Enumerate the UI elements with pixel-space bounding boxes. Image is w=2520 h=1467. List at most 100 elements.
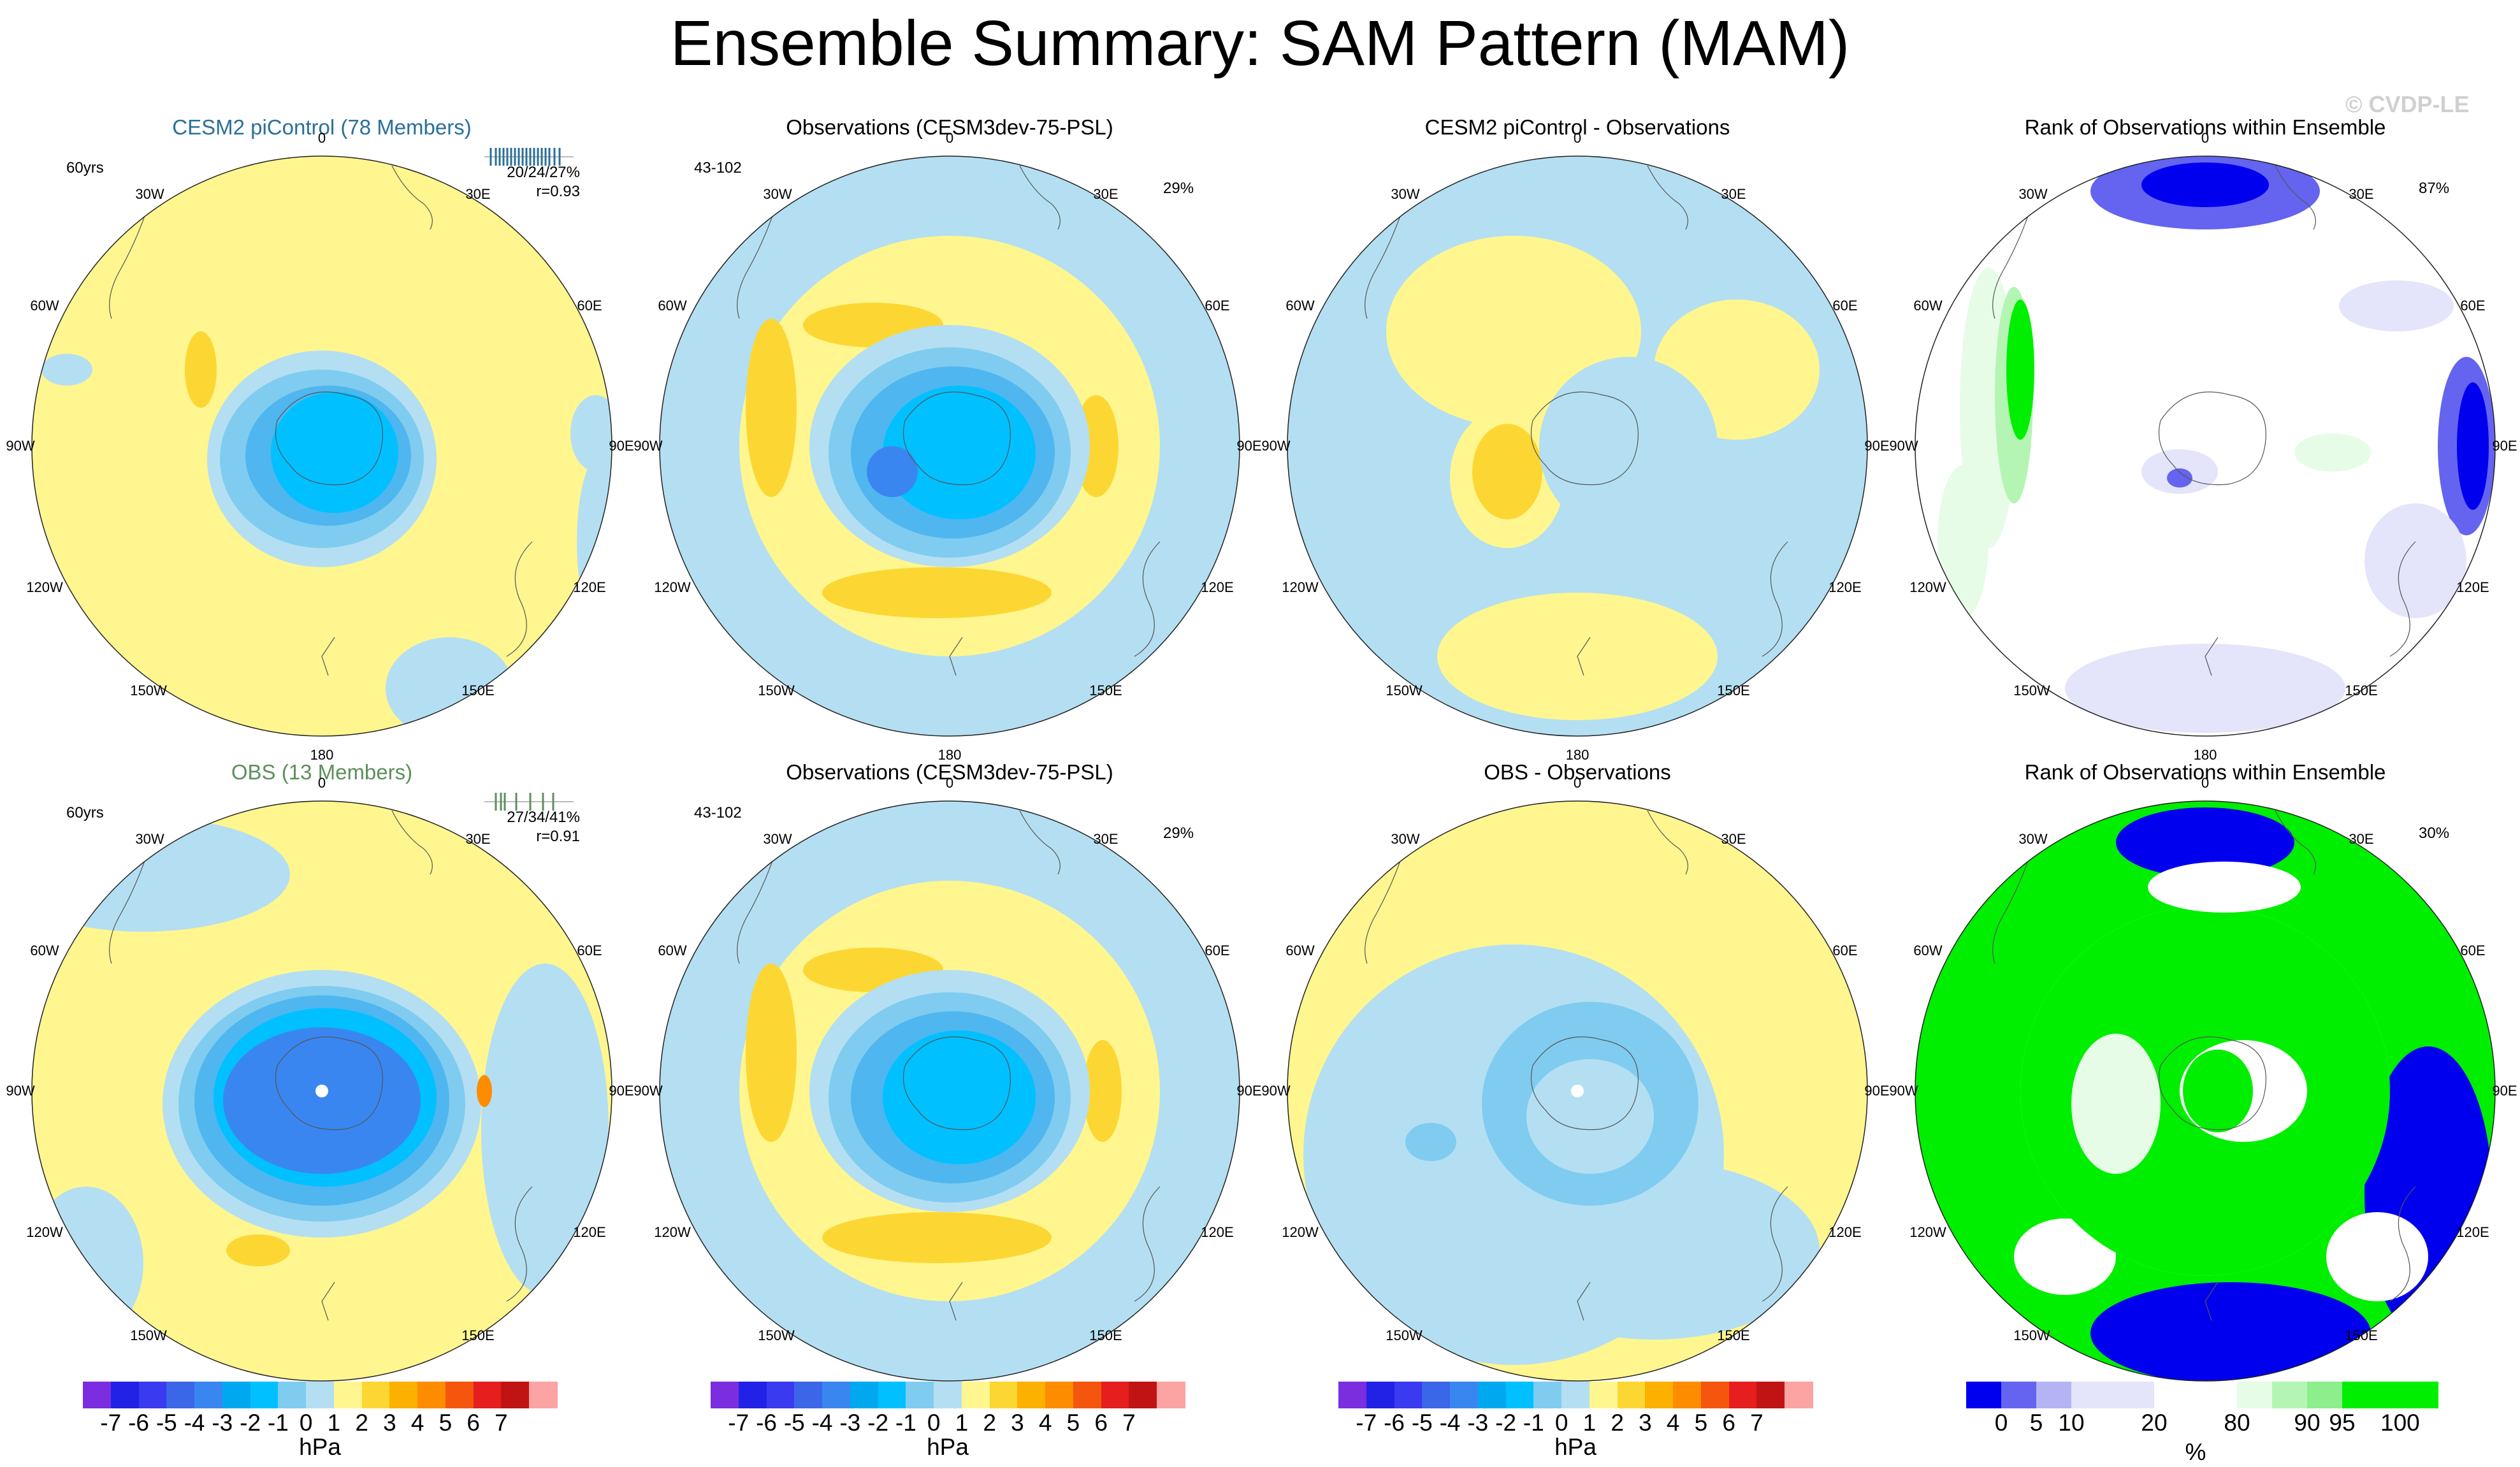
lon-label-30w: 30W [763, 186, 792, 202]
colorbar-tick-label: 5 [1066, 1410, 1080, 1436]
colorbar-tick-label: 7 [495, 1410, 508, 1436]
lon-label-60e: 60E [577, 943, 602, 958]
colorbar-tick-label: -2 [240, 1410, 261, 1436]
lon-label-180: 180 [2193, 747, 2217, 763]
percent-label: 30% [2419, 825, 2450, 842]
colorbar-unit: hPa [299, 1434, 341, 1460]
panel-title: CESM2 piControl (78 Members) [172, 115, 472, 139]
lon-label-150e: 150E [1089, 1327, 1122, 1343]
colorbar-tick-label: 6 [1722, 1410, 1735, 1436]
percent-label: 29% [1163, 825, 1194, 842]
colorbar-swatch [1589, 1382, 1618, 1408]
lon-label-120w: 120W [26, 579, 63, 595]
lon-label-30w: 30W [2018, 186, 2048, 202]
lon-label-0: 0 [1573, 775, 1582, 791]
colorbar-tick-label: -3 [1467, 1410, 1489, 1436]
lon-label-60e: 60E [1205, 943, 1230, 958]
colorbar-swatch [250, 1382, 279, 1408]
colorbar-tick-label: -5 [156, 1410, 177, 1436]
colorbar-tick-label: 4 [1038, 1410, 1052, 1436]
australia-outline [1134, 1186, 1161, 1302]
lon-label-60w: 60W [1913, 943, 1943, 958]
lon-label-90w: 90W [1261, 1083, 1291, 1099]
lon-label-150w: 150W [2013, 1327, 2050, 1343]
ensemble-spread-ticks [484, 148, 574, 166]
ensemble-spread-ticks [484, 793, 574, 811]
colorbar-tick-label: 20 [2141, 1410, 2168, 1436]
lon-label-90e: 90E [2492, 438, 2517, 454]
lon-label-120e: 120E [1201, 579, 1234, 595]
lon-label-150e: 150E [461, 683, 495, 698]
lon-label-30w: 30W [763, 831, 792, 847]
new-zealand-outline [321, 637, 335, 676]
main-title: Ensemble Summary: SAM Pattern (MAM) [670, 8, 1850, 79]
lon-label-30w: 30W [135, 186, 164, 202]
lon-label-120e: 120E [2456, 579, 2489, 595]
colorbar-tick-label: 1 [327, 1410, 341, 1436]
australia-outline [2389, 1186, 2416, 1302]
lon-label-150e: 150E [461, 1327, 495, 1343]
colorbar-swatch [850, 1382, 879, 1408]
colorbar-tick-label: 4 [1666, 1410, 1680, 1436]
panel-title: Rank of Observations within Ensemble [2024, 760, 2386, 784]
new-zealand-outline [1577, 637, 1591, 676]
lon-label-150w: 150W [130, 1327, 167, 1343]
lon-label-90e: 90E [2492, 1083, 2517, 1099]
map-panel: CESM2 piControl (78 Members) 60yrs 20/24/2… [6, 115, 634, 763]
contour-region [1526, 1059, 1654, 1174]
contour-region [2090, 1282, 2371, 1381]
antarctica-outline [1530, 1036, 1639, 1131]
lon-label-60w: 60W [30, 943, 59, 958]
contour-region [822, 1212, 1052, 1263]
colorbar-swatch [934, 1382, 962, 1408]
contour-region [1083, 1040, 1122, 1142]
lon-label-120e: 120E [1828, 1224, 1862, 1240]
lon-label-30e: 30E [2349, 186, 2374, 202]
percent-label: 87% [2419, 180, 2450, 197]
colorbar-tick-label: -1 [1523, 1410, 1544, 1436]
colorbar-tick-label: -5 [783, 1410, 805, 1436]
antarctica-outline [902, 391, 1011, 486]
polar-map [1287, 155, 1868, 737]
colorbar-swatch [501, 1382, 530, 1408]
australia-outline [1134, 541, 1161, 657]
antarctica-outline [275, 1036, 383, 1131]
stats-correlation: r=0.91 [536, 828, 580, 845]
map-panel: Observations (CESM3dev-75-PSL) 43-102 29% 0… [634, 760, 1261, 1408]
contour-region [883, 386, 1036, 519]
colorbar-swatch [1129, 1382, 1158, 1408]
years-label: 60yrs [66, 159, 104, 177]
lon-label-120e: 120E [1201, 1224, 1234, 1240]
contour-region [2364, 503, 2466, 618]
lon-label-120w: 120W [654, 1224, 691, 1240]
lon-label-60w: 60W [1285, 298, 1315, 314]
antarctica-outline [275, 391, 383, 486]
lon-label-60e: 60E [2460, 943, 2486, 958]
colorbar-swatch [1157, 1382, 1185, 1408]
lon-label-30w: 30W [1391, 831, 1420, 847]
colorbar-swatch [110, 1382, 140, 1408]
colorbar-swatch [738, 1382, 767, 1408]
polar-map [659, 800, 1240, 1382]
lon-label-0: 0 [1573, 130, 1582, 146]
africa-outline [2275, 810, 2316, 875]
contour-region [1571, 1085, 1584, 1097]
lon-label-150w: 150W [758, 1327, 795, 1343]
colorbar-swatch [417, 1382, 446, 1408]
colorbar-tick-label: -4 [811, 1410, 833, 1436]
lon-label-90e: 90E [609, 1083, 634, 1099]
percent-label: 29% [1163, 180, 1194, 197]
colorbar-tick-label: 0 [1554, 1410, 1568, 1436]
colorbar-swatch [1017, 1382, 1046, 1408]
lon-label-90w: 90W [634, 1083, 663, 1099]
australia-outline [506, 1186, 533, 1302]
africa-outline [391, 810, 433, 875]
lon-label-30e: 30E [1093, 831, 1119, 847]
panel-title: Rank of Observations within Ensemble [2024, 115, 2386, 139]
colorbar-swatch [1101, 1382, 1130, 1408]
colorbar-tick-label: 90 [2294, 1410, 2321, 1436]
map-border [1915, 155, 2496, 737]
contour-region [746, 319, 797, 497]
contour-region [1472, 424, 1542, 519]
colorbar-swatch [1700, 1382, 1730, 1408]
